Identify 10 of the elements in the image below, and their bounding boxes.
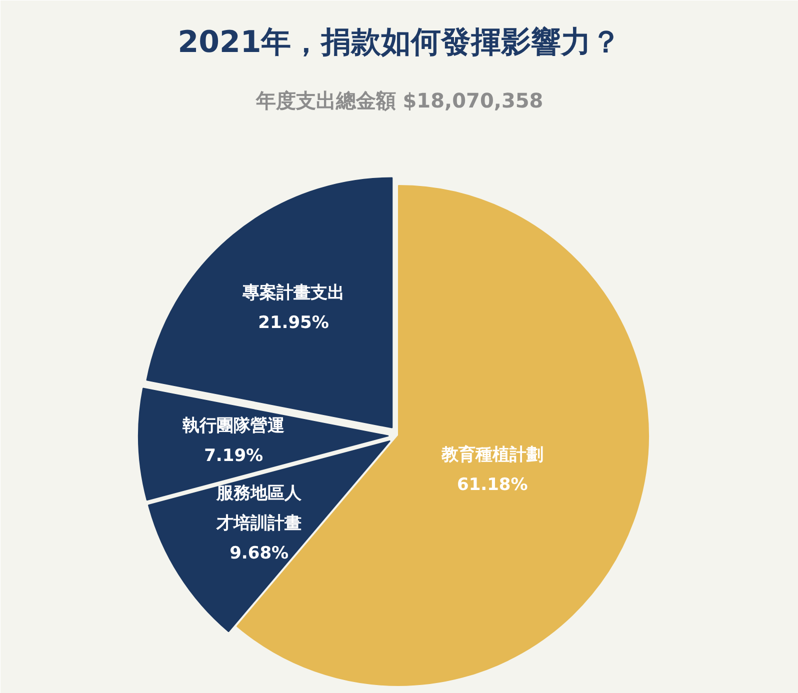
slice-label: 專案計畫支出 bbox=[242, 282, 345, 304]
data-label: 21.95% bbox=[258, 313, 329, 334]
slice-label: 執行團隊營運 bbox=[182, 416, 285, 436]
data-label: 61.18% bbox=[456, 474, 528, 495]
chart-subtitle: 年度支出總金額 $18,070,358 bbox=[254, 88, 544, 112]
chart-title: 2021年，捐款如何發揮影響力？ bbox=[178, 25, 622, 60]
data-label: 9.68% bbox=[230, 544, 289, 564]
slice-label: 服務地區人才培訓計畫 bbox=[216, 484, 303, 534]
data-label: 7.19% bbox=[204, 446, 264, 466]
slice-label: 教育種植計劃 bbox=[440, 444, 544, 465]
